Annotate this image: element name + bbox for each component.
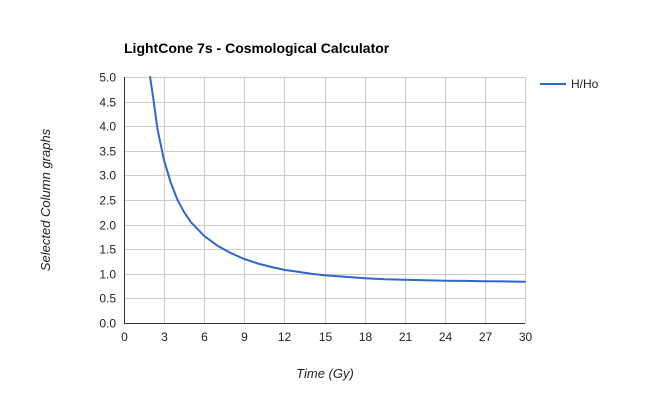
y-tick-label: 1.0 bbox=[99, 268, 116, 282]
series-line-h-ho bbox=[149, 76, 526, 283]
y-tick-label: 3.5 bbox=[99, 145, 116, 159]
y-tick-label: 1.5 bbox=[99, 243, 116, 257]
x-tick-label: 18 bbox=[359, 330, 373, 344]
x-tick-label: 12 bbox=[278, 330, 292, 344]
grid-layer bbox=[124, 77, 526, 323]
legend: H/Ho bbox=[540, 77, 599, 91]
x-tick-label: 0 bbox=[121, 330, 128, 344]
x-tick-label: 6 bbox=[201, 330, 208, 344]
legend-label-h-ho: H/Ho bbox=[571, 77, 599, 91]
y-tick-label: 2.0 bbox=[99, 219, 116, 233]
y-tick-label: 2.5 bbox=[99, 194, 116, 208]
x-tick-label: 15 bbox=[319, 330, 333, 344]
y-tick-label: 5.0 bbox=[99, 71, 116, 85]
x-tick-label: 3 bbox=[161, 330, 168, 344]
y-tick-label: 3.0 bbox=[99, 169, 116, 183]
x-tick-label: 30 bbox=[519, 330, 533, 344]
y-tick-label: 4.0 bbox=[99, 120, 116, 134]
y-tick-label: 0.0 bbox=[99, 317, 116, 331]
y-tick-label: 4.5 bbox=[99, 96, 116, 110]
y-tick-label: 0.5 bbox=[99, 292, 116, 306]
axes-layer: 0.0 0.5 1.0 1.5 2.0 2.5 3.0 3.5 4.0 4.5 5.0 0 3 6 9 12 1… bbox=[99, 71, 532, 345]
x-axis-title: Time (Gy) bbox=[296, 366, 354, 381]
x-tick-label: 21 bbox=[399, 330, 413, 344]
y-axis-title: Selected Column graphs bbox=[38, 128, 53, 271]
series-layer bbox=[149, 76, 526, 283]
x-tick-label: 24 bbox=[439, 330, 453, 344]
x-tick-label: 9 bbox=[241, 330, 248, 344]
x-tick-label: 27 bbox=[479, 330, 493, 344]
chart-title: LightCone 7s - Cosmological Calculator bbox=[124, 40, 390, 56]
